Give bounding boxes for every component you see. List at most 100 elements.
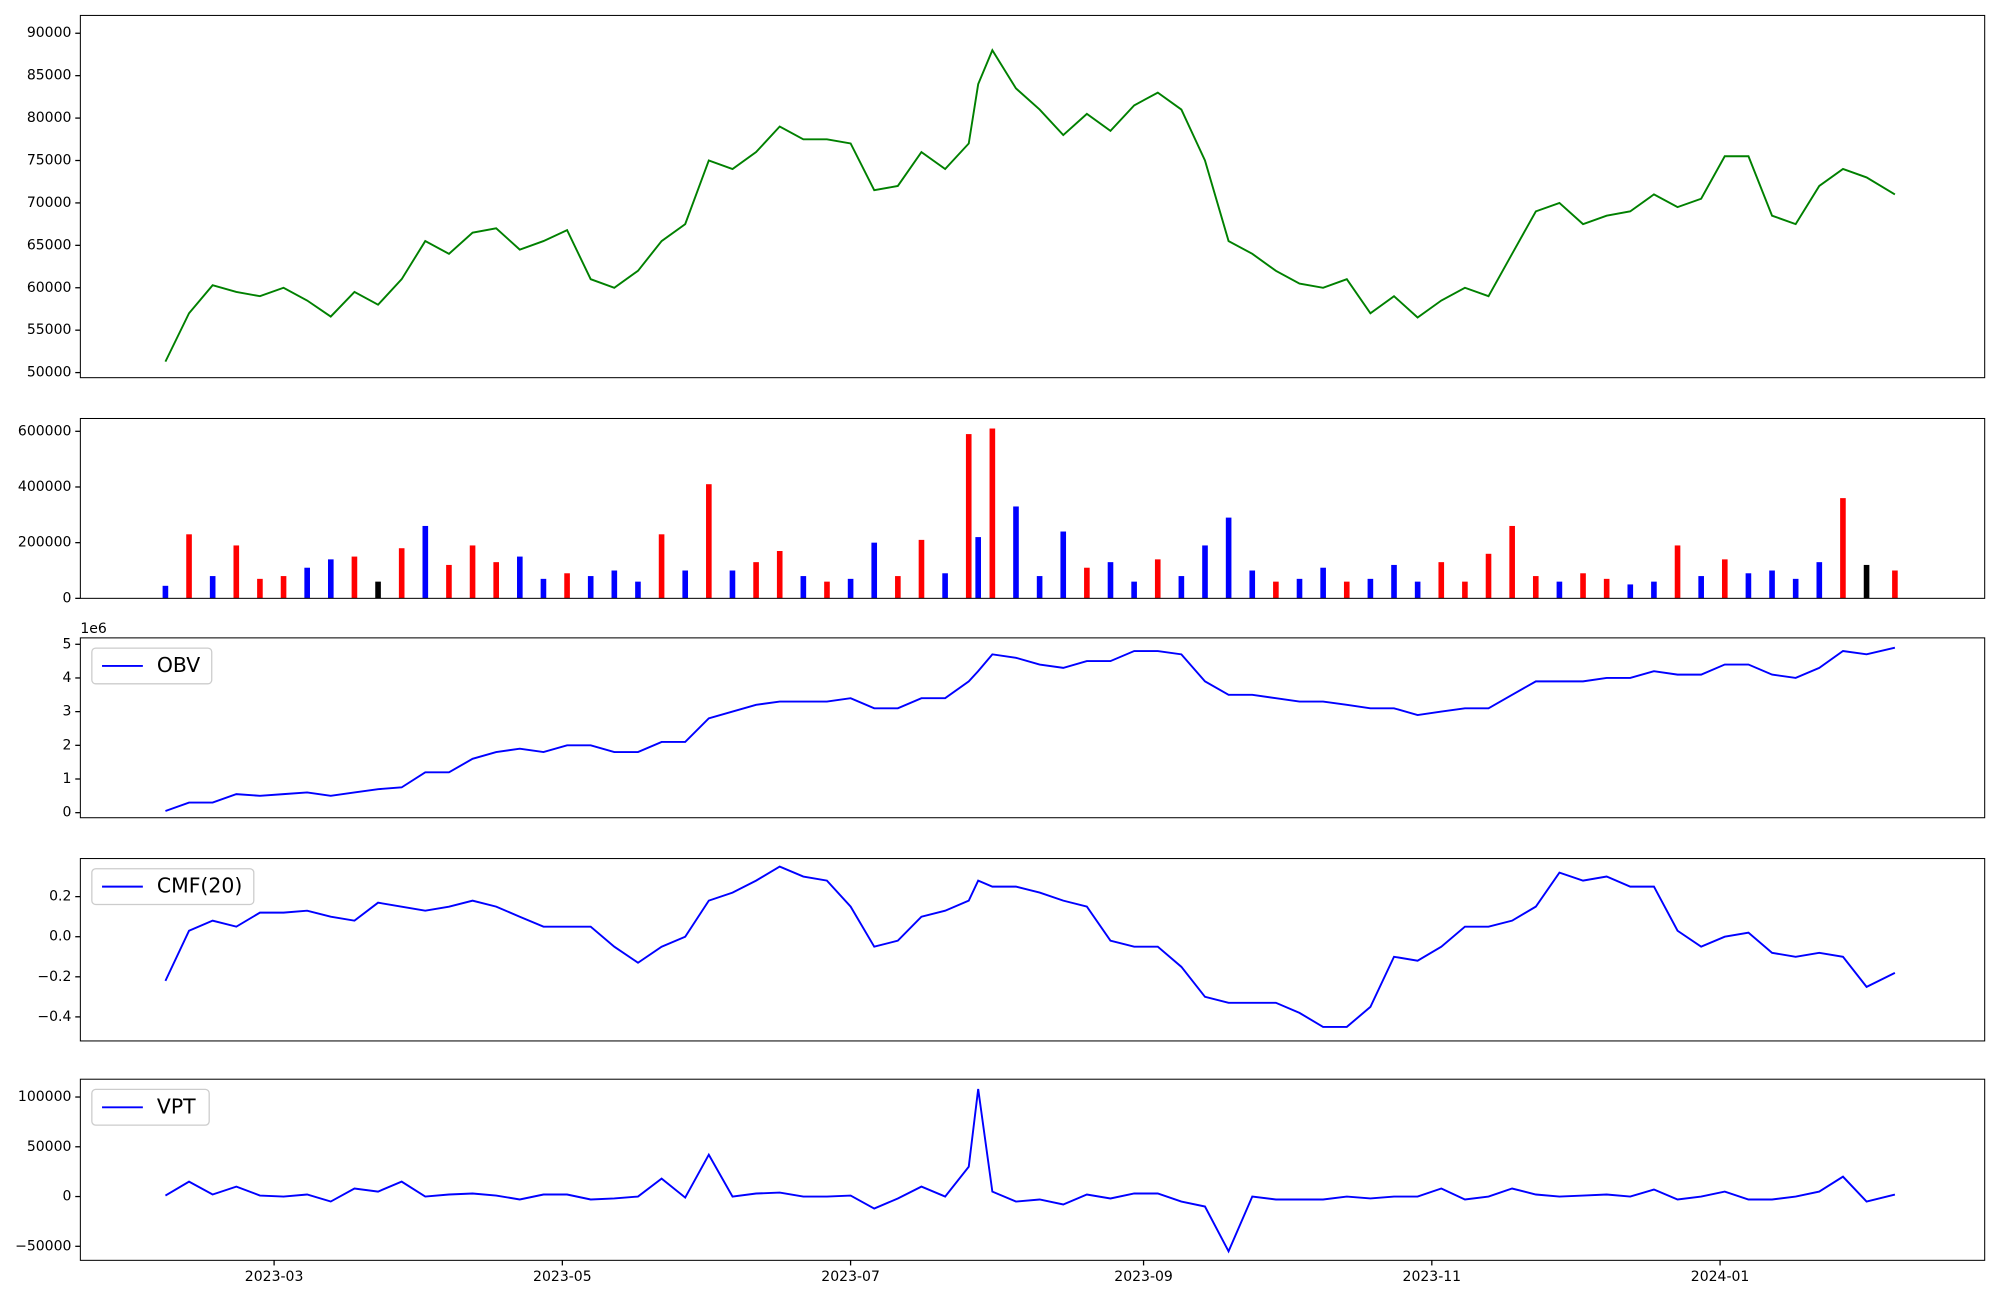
legend: CMF(20)	[91, 868, 255, 906]
y-tick-label: 0.2	[49, 889, 71, 905]
y-tick-label: 80000	[27, 110, 72, 126]
bar	[753, 562, 759, 599]
panel: 0 1 2 3 4 5 1e6 OBV	[63, 621, 1986, 821]
bar	[871, 542, 878, 599]
bar	[1036, 576, 1043, 599]
bar	[398, 548, 405, 599]
bar	[375, 581, 381, 599]
axes-frame	[79, 14, 1986, 379]
axes-frame	[79, 858, 1986, 1042]
line	[164, 48, 1896, 363]
bar	[942, 573, 948, 599]
bar	[989, 428, 996, 599]
bar	[1485, 553, 1492, 599]
bar	[847, 578, 854, 599]
bar	[1892, 570, 1898, 599]
x-tick-label: 2023-11	[1403, 1269, 1462, 1285]
bar	[304, 567, 310, 599]
y-tick-label: 55000	[27, 322, 72, 338]
y-tick-label: 90000	[27, 25, 72, 41]
bar	[611, 570, 618, 599]
bar	[1107, 562, 1114, 599]
bar	[1202, 545, 1208, 599]
legend-box	[91, 1088, 210, 1126]
y-tick-label: −50000	[15, 1238, 71, 1254]
bar	[1013, 506, 1019, 599]
axis-offset: 1e6	[80, 621, 107, 637]
bar	[1084, 567, 1090, 599]
bar	[1367, 578, 1374, 599]
bar	[564, 573, 570, 599]
bar	[1580, 573, 1586, 599]
y-tick-label: 70000	[27, 195, 72, 211]
y-tick-label: 4	[63, 670, 72, 686]
y-tick-label: 600000	[18, 423, 72, 439]
bar	[517, 556, 523, 599]
y-tick-label: 0.0	[49, 929, 71, 945]
bar	[446, 564, 452, 599]
bar	[965, 434, 972, 599]
bar	[776, 551, 783, 599]
axes-frame	[79, 417, 1986, 599]
bar	[1225, 517, 1232, 599]
bar	[682, 570, 689, 599]
bar	[162, 585, 169, 599]
x-tick-label: 2023-05	[533, 1269, 592, 1285]
x-tick-label: 2023-09	[1114, 1269, 1173, 1285]
line	[165, 646, 1896, 812]
bar	[729, 570, 736, 599]
y-tick-label: 50000	[27, 1139, 72, 1155]
legend-box	[91, 647, 213, 685]
y-tick-label: 65000	[27, 237, 72, 253]
bar	[1131, 581, 1137, 599]
bar	[824, 581, 830, 599]
bar	[1438, 562, 1445, 599]
bar	[1414, 581, 1421, 599]
bar	[1769, 570, 1775, 599]
bar	[658, 534, 665, 599]
bar	[895, 576, 901, 599]
y-tick-label: −0.2	[37, 969, 71, 985]
bar	[1178, 576, 1185, 599]
bar	[800, 576, 807, 599]
bar	[1391, 564, 1397, 599]
panel: 50000 55000 60000 65000 70000 75000 80000 85000…	[27, 14, 1986, 381]
bar	[1863, 564, 1870, 599]
y-tick-label: 1	[63, 771, 72, 787]
bar	[1532, 576, 1539, 599]
bar	[280, 576, 287, 599]
y-tick-label: 200000	[18, 535, 72, 551]
y-tick-label: 0	[63, 1189, 72, 1205]
legend-label: OBV	[157, 653, 200, 677]
bar	[587, 576, 594, 599]
y-tick-label: 2	[63, 737, 72, 753]
panel: −0.4 −0.2 0.0 0.2 CMF(20)	[37, 858, 1986, 1042]
x-tick-label: 2023-07	[821, 1269, 880, 1285]
bar	[918, 539, 925, 599]
bar	[351, 556, 358, 599]
y-tick-label: 75000	[27, 153, 72, 169]
bar	[1745, 573, 1752, 599]
bar	[1674, 545, 1681, 599]
y-tick-label: 60000	[27, 280, 72, 296]
bar	[1603, 578, 1610, 599]
bar	[975, 537, 981, 599]
y-tick-label: 100000	[18, 1089, 72, 1105]
bar	[1320, 567, 1326, 599]
line	[164, 865, 1896, 1028]
bar	[327, 559, 334, 599]
axes-frame	[79, 1078, 1986, 1261]
panel: −50000 0 50000 100000 VPT	[15, 1078, 1986, 1261]
legend: VPT	[91, 1088, 210, 1126]
bar	[1249, 570, 1256, 599]
y-tick-label: 50000	[27, 365, 72, 381]
bar	[1060, 531, 1067, 599]
legend-label: CMF(20)	[157, 874, 242, 898]
y-tick-label: 3	[63, 704, 72, 720]
bar	[1296, 578, 1303, 599]
bar	[540, 578, 547, 599]
bar	[1698, 576, 1704, 599]
bar	[1462, 581, 1468, 599]
x-tick-label: 2023-03	[245, 1269, 304, 1285]
y-tick-label: −0.4	[37, 1009, 71, 1025]
